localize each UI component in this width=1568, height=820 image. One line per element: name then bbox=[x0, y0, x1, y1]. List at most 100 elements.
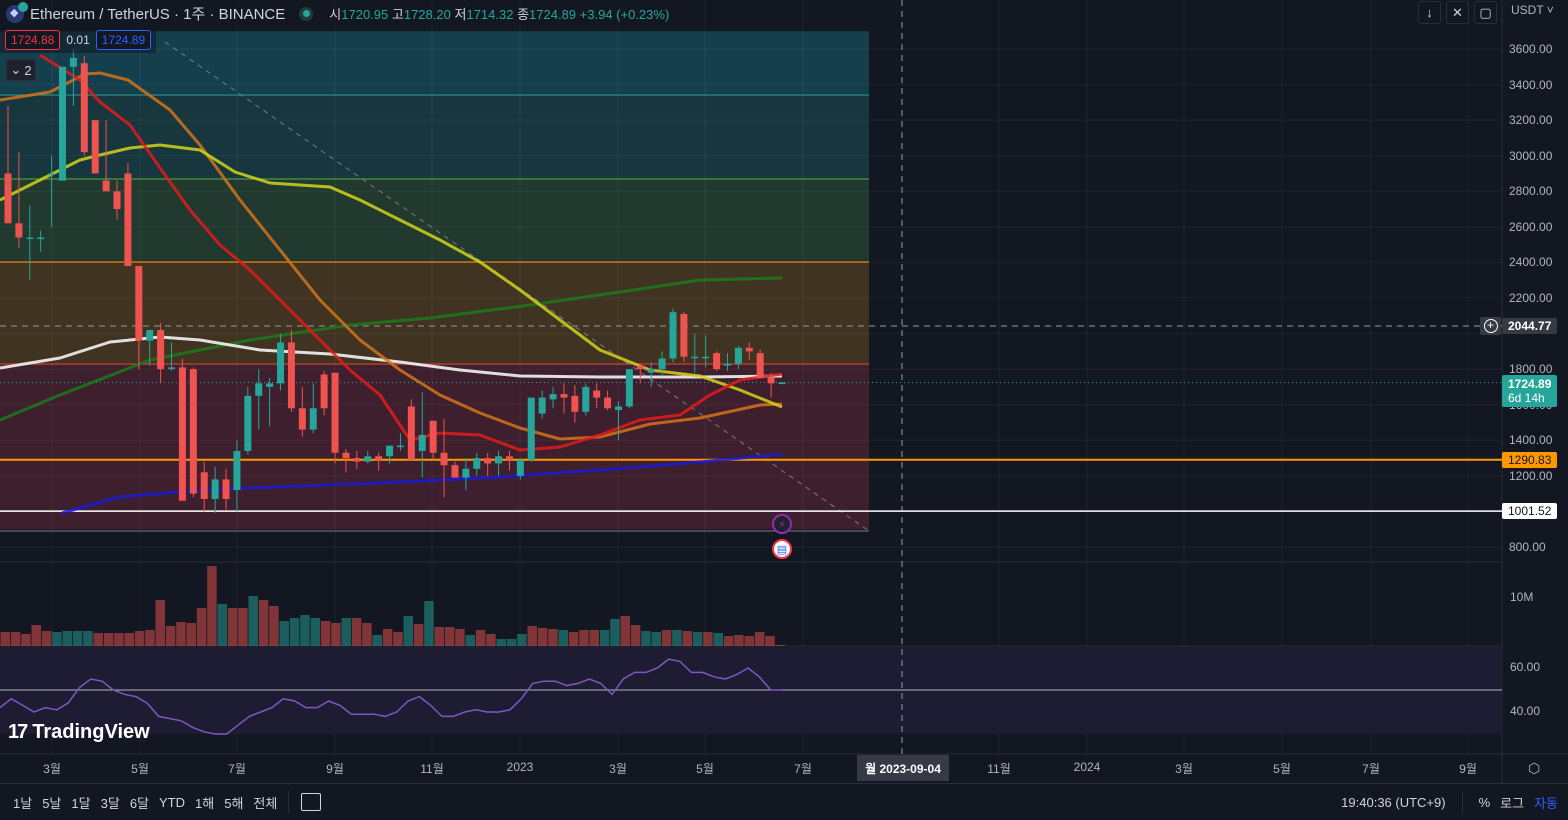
volume-bar bbox=[300, 615, 310, 646]
fib-band bbox=[0, 93, 869, 178]
candle-body bbox=[266, 383, 274, 387]
range-button-5해[interactable]: 5해 bbox=[224, 795, 244, 811]
candle-body bbox=[462, 468, 470, 478]
candle-body bbox=[680, 314, 688, 357]
volume-bar bbox=[599, 630, 610, 646]
range-button-YTD[interactable]: YTD bbox=[159, 794, 186, 810]
volume-bar bbox=[651, 632, 661, 646]
price-axis-label: 2600.00 bbox=[1509, 219, 1553, 234]
candle-body bbox=[658, 358, 666, 370]
candle-body bbox=[571, 395, 579, 412]
fullscreen-icon[interactable]: ▢ bbox=[1474, 1, 1497, 24]
time-axis-label: 11월 bbox=[987, 762, 1011, 776]
volume-bar bbox=[713, 633, 723, 646]
volume-bar bbox=[444, 627, 455, 646]
volume-bar bbox=[196, 608, 207, 646]
bottom-toolbar: 1날 5날 1달 3달 6달 YTD 1해 5해 전체 19:40:36 (UTC+9) % 로… bbox=[0, 783, 1568, 820]
candle-body bbox=[4, 173, 12, 224]
candle-body bbox=[353, 458, 361, 462]
clock-display[interactable]: 19:40:36 (UTC+9) bbox=[1341, 795, 1446, 810]
range-button-1달[interactable]: 1달 bbox=[71, 795, 91, 811]
us-flag-event-icon[interactable]: ▤ bbox=[772, 539, 792, 559]
ask-price[interactable]: 1724.89 bbox=[95, 30, 152, 50]
time-axis-label: 5월 bbox=[131, 762, 149, 776]
symbol-title[interactable]: Ethereum / TetherUS · 1주 · BINANCE bbox=[30, 6, 286, 23]
ma-blue bbox=[61, 452, 783, 515]
price-axis-label: 2800.00 bbox=[1509, 184, 1553, 199]
volume-bar bbox=[248, 596, 258, 646]
collapse-vertical-icon[interactable]: ✕ bbox=[1446, 1, 1469, 24]
arrow-down-icon[interactable]: ↓ bbox=[1418, 1, 1441, 24]
candle-body bbox=[560, 394, 568, 398]
candle-body bbox=[429, 420, 437, 453]
percent-toggle[interactable]: % bbox=[1478, 795, 1491, 810]
candle-body bbox=[113, 191, 121, 210]
divider bbox=[1461, 791, 1463, 814]
candle-body bbox=[669, 312, 677, 359]
add-alert-button[interactable]: + bbox=[1480, 317, 1501, 335]
volume-bar bbox=[52, 632, 62, 646]
candle-body bbox=[80, 63, 88, 153]
volume-bar bbox=[692, 632, 703, 646]
rsi-line bbox=[0, 658, 782, 735]
range-button-1해[interactable]: 1해 bbox=[195, 795, 215, 811]
candle-body bbox=[342, 452, 350, 459]
volume-bar bbox=[723, 636, 734, 646]
rsi-axis-label-40: 40.00 bbox=[1510, 704, 1541, 718]
volume-bar bbox=[434, 627, 444, 646]
volume-bar bbox=[155, 600, 165, 646]
candle-body bbox=[102, 180, 110, 192]
volume-bar bbox=[682, 631, 692, 646]
candle-body bbox=[37, 237, 45, 240]
chart-settings-icon[interactable]: ⬡ bbox=[1528, 760, 1541, 776]
candle-body bbox=[69, 57, 77, 67]
candle-body bbox=[26, 237, 34, 240]
auto-scale-toggle[interactable]: 자동 bbox=[1534, 796, 1558, 811]
volume-bar bbox=[744, 636, 754, 646]
volume-bar bbox=[630, 625, 641, 646]
last-price-value: 1724.89 bbox=[1508, 377, 1552, 391]
indicators-collapse-button[interactable]: ⌄ 2 bbox=[6, 59, 36, 81]
symbol-legend[interactable]: Ethereum / TetherUS · 1주 · BINANCE 시1720… bbox=[0, 0, 676, 27]
price-axis-label: 2400.00 bbox=[1509, 255, 1553, 270]
volume-bar bbox=[269, 606, 279, 646]
range-button-1날[interactable]: 1날 bbox=[13, 795, 33, 811]
bid-price[interactable]: 1724.88 bbox=[5, 30, 61, 50]
time-axis-label: 2023 bbox=[506, 760, 534, 774]
candle-body bbox=[135, 265, 143, 341]
volume-bar bbox=[41, 631, 52, 646]
candle-body bbox=[745, 347, 753, 352]
candle-body bbox=[440, 452, 448, 466]
currency-selector[interactable]: USDT ˅ bbox=[1511, 3, 1554, 17]
candle-body bbox=[386, 445, 394, 457]
time-axis-label: 7월 bbox=[794, 762, 812, 776]
volume-bar bbox=[661, 630, 672, 646]
volume-bar bbox=[475, 630, 486, 646]
time-axis[interactable]: 3월 5월 7월 9월 11월 2023 3월 5월 7월 11월 2024 3월 5월 7월 9월 bbox=[0, 754, 1502, 782]
candle-body bbox=[527, 397, 535, 460]
range-button-3달[interactable]: 3달 bbox=[100, 795, 120, 811]
candle-body bbox=[364, 456, 372, 462]
volume-bar bbox=[93, 633, 103, 646]
range-button-전체[interactable]: 전체 bbox=[253, 795, 278, 811]
goto-date-icon[interactable] bbox=[301, 793, 322, 811]
rsi-axis-label-60: 60.00 bbox=[1510, 660, 1541, 674]
volume-bar bbox=[103, 633, 114, 646]
time-axis-label: 3월 bbox=[1175, 762, 1193, 776]
candle-body bbox=[200, 472, 208, 499]
log-toggle[interactable]: 로그 bbox=[1500, 796, 1525, 811]
candle-body bbox=[473, 458, 481, 469]
range-button-5날[interactable]: 5날 bbox=[42, 795, 62, 811]
candle-body bbox=[625, 369, 633, 407]
volume-bar bbox=[0, 632, 10, 646]
price-axis-label: 3400.00 bbox=[1509, 77, 1553, 92]
candle-body bbox=[189, 369, 197, 494]
candle-body bbox=[734, 347, 742, 364]
candle-body bbox=[15, 223, 23, 238]
range-button-6달[interactable]: 6달 bbox=[129, 795, 150, 811]
lightning-event-icon[interactable]: ⚡ bbox=[772, 514, 792, 534]
market-status-icon[interactable] bbox=[299, 6, 314, 21]
volume-bar bbox=[537, 628, 548, 646]
volume-bar bbox=[403, 616, 413, 646]
